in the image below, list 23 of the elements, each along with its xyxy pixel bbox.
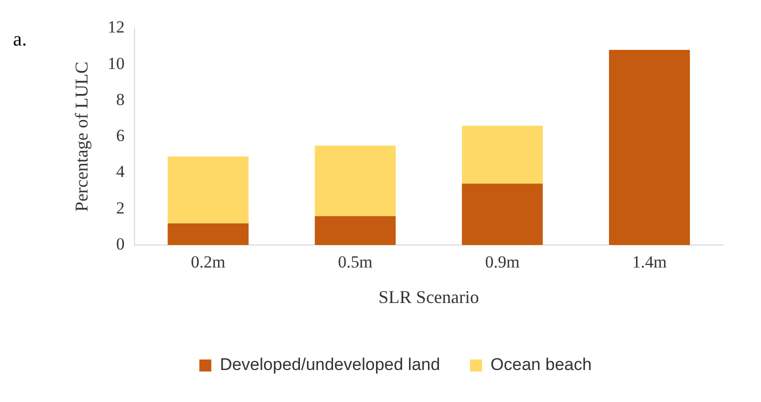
bar xyxy=(168,223,249,245)
bar xyxy=(314,146,396,216)
y-axis-title: Percentage of LULC xyxy=(72,62,92,212)
bar xyxy=(168,156,249,224)
y-tick-label: 10 xyxy=(108,54,125,73)
x-tick-label: 0.9m xyxy=(485,252,520,272)
y-tick-label: 4 xyxy=(116,162,126,182)
y-tick-label: 6 xyxy=(116,126,125,146)
bar xyxy=(462,184,543,245)
bar xyxy=(462,126,543,184)
x-tick-label: 0.5m xyxy=(338,252,372,272)
y-tick-label: 0 xyxy=(116,234,125,254)
y-tick-label: 12 xyxy=(108,18,125,37)
x-tick-label: 0.2m xyxy=(190,252,226,272)
y-tick-label: 8 xyxy=(116,90,125,109)
x-axis-title: SLR Scenario xyxy=(378,286,480,307)
legend-label: Developed/undeveloped land xyxy=(220,355,440,374)
bar xyxy=(314,216,396,245)
text: a. xyxy=(13,28,27,50)
bar xyxy=(608,50,690,245)
x-tick-label: 1.4m xyxy=(632,252,667,272)
y-tick-label: 2 xyxy=(116,198,125,218)
legend-label: Ocean beach xyxy=(490,355,592,374)
